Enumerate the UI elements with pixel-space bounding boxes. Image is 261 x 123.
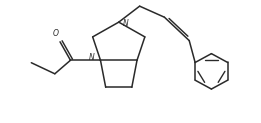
Text: N: N	[89, 53, 95, 62]
Text: O: O	[52, 29, 58, 38]
Text: N: N	[122, 19, 128, 28]
